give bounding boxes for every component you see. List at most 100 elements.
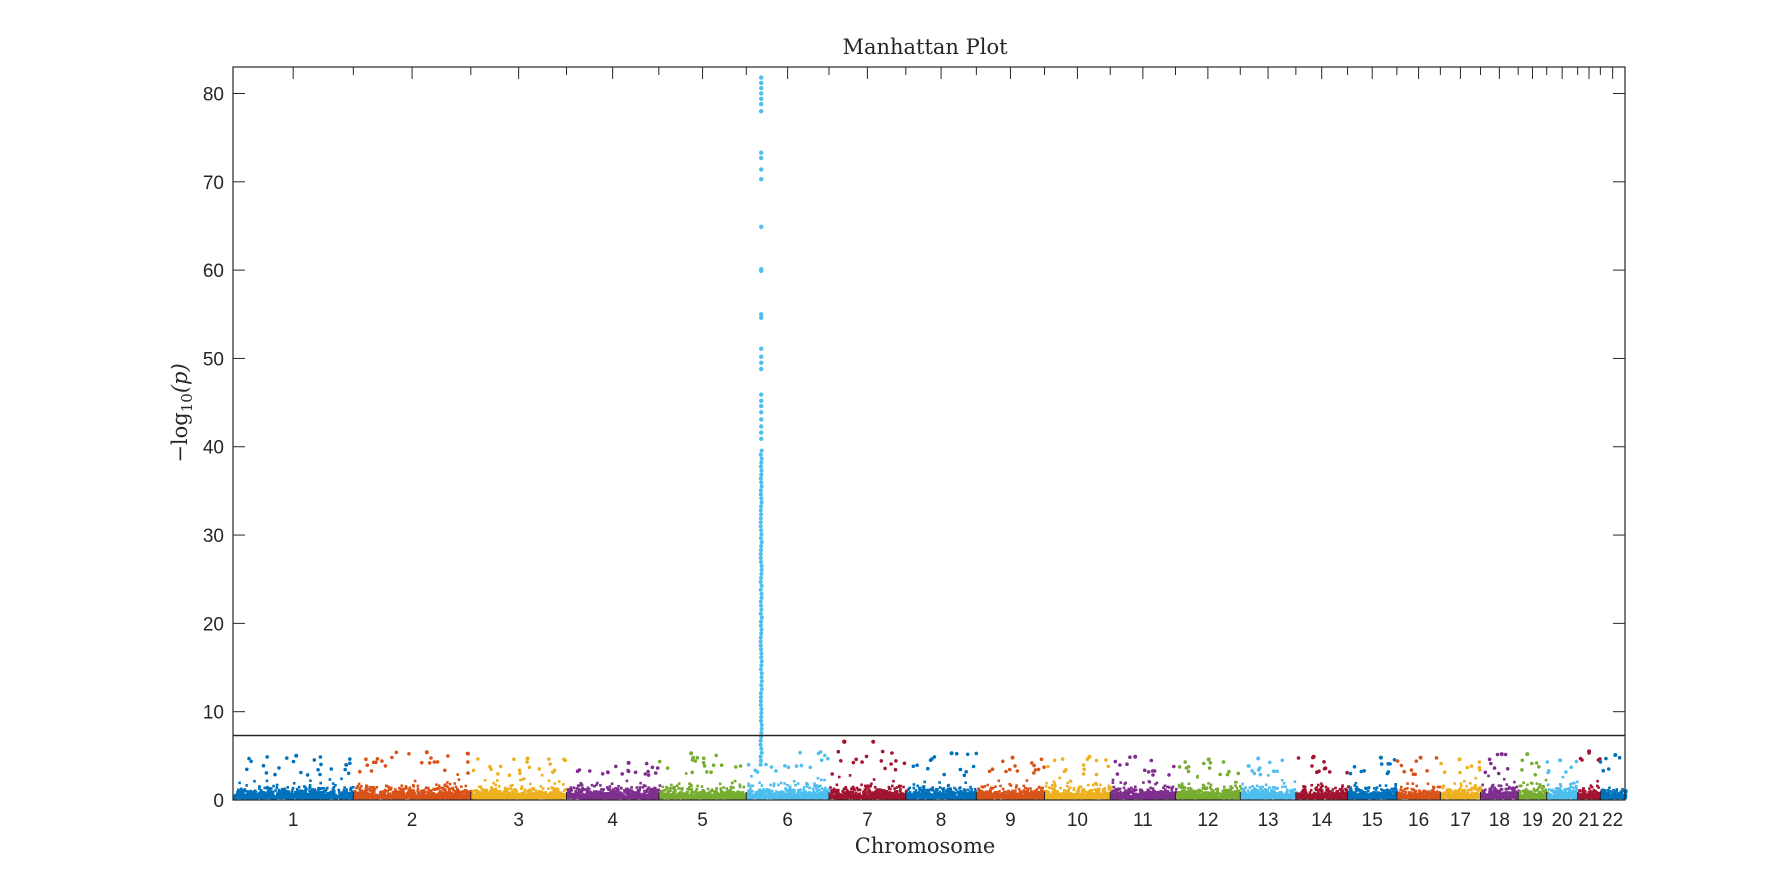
peak-point — [689, 751, 694, 756]
snp-point — [613, 792, 617, 796]
snp-point — [856, 788, 860, 792]
snp-point — [872, 778, 876, 781]
snp-point — [484, 792, 487, 795]
snp-point — [420, 760, 424, 765]
snp-point — [901, 796, 905, 799]
top-hit-point — [758, 635, 763, 640]
snp-point — [418, 795, 422, 798]
snp-point — [528, 791, 531, 794]
snp-point — [331, 796, 335, 800]
top-hit-point — [759, 417, 764, 422]
snp-point — [633, 796, 637, 799]
snp-point — [276, 792, 279, 795]
snp-point — [647, 793, 650, 797]
chromosome-7-points — [829, 739, 909, 800]
snp-point — [650, 789, 654, 793]
top-hit-point — [759, 607, 764, 612]
snp-point — [313, 796, 316, 800]
top-hit-point — [759, 532, 764, 537]
snp-point — [515, 790, 519, 793]
snp-point — [270, 787, 273, 790]
snp-point — [612, 788, 615, 791]
snp-point — [466, 771, 470, 775]
chromosome-2-points — [353, 750, 474, 800]
snp-point — [332, 791, 336, 794]
snp-point — [569, 790, 572, 794]
snp-point — [728, 795, 732, 798]
snp-point — [413, 779, 417, 783]
snp-point — [338, 792, 342, 796]
snp-point — [736, 794, 740, 797]
snp-point — [294, 792, 298, 796]
snp-point — [509, 796, 512, 800]
snp-point — [826, 756, 830, 761]
snp-point — [880, 749, 885, 754]
snp-point — [322, 789, 326, 793]
snp-point — [588, 795, 592, 799]
snp-point — [275, 786, 279, 789]
top-hit-point — [758, 695, 764, 700]
snp-point — [836, 749, 841, 754]
top-hit-point — [758, 699, 764, 704]
snp-point — [520, 787, 523, 790]
snp-point — [534, 796, 538, 800]
snp-point — [634, 794, 638, 798]
snp-point — [437, 784, 441, 788]
snp-point — [801, 794, 805, 798]
snp-point — [890, 792, 894, 795]
snp-point — [310, 791, 314, 794]
snp-point — [466, 793, 470, 796]
snp-point — [322, 796, 325, 800]
snp-point — [426, 792, 430, 795]
snp-point — [352, 791, 356, 795]
snp-point — [490, 786, 493, 789]
snp-point — [283, 792, 287, 795]
snp-point — [560, 793, 564, 796]
snp-point — [383, 792, 387, 796]
snp-point — [657, 788, 660, 792]
snp-point — [305, 773, 310, 777]
snp-point — [796, 796, 799, 800]
snp-point — [898, 789, 902, 793]
snp-point — [743, 796, 746, 799]
snp-point — [577, 788, 581, 791]
snp-point — [643, 795, 646, 798]
snp-point — [700, 785, 704, 788]
snp-point — [694, 795, 698, 799]
peak-point — [294, 753, 299, 758]
snp-point — [624, 789, 627, 793]
snp-point — [635, 786, 639, 789]
snp-point — [753, 796, 757, 799]
snp-point — [446, 785, 449, 789]
snp-point — [471, 768, 476, 773]
snp-point — [316, 790, 319, 794]
snp-point — [668, 789, 672, 792]
snp-point — [248, 796, 252, 799]
top-hit-point — [758, 639, 763, 644]
snp-point — [769, 790, 772, 794]
snp-point — [337, 788, 341, 792]
snp-point — [567, 794, 570, 798]
snp-point — [862, 792, 865, 796]
snp-point — [277, 788, 281, 792]
snp-point — [554, 787, 558, 791]
snp-point — [279, 790, 283, 793]
snp-point — [284, 789, 288, 793]
snp-point — [289, 796, 293, 799]
snp-point — [368, 795, 372, 798]
snp-point — [762, 789, 766, 793]
snp-point — [749, 787, 752, 790]
snp-point — [442, 788, 445, 792]
snp-point — [895, 786, 899, 789]
snp-point — [278, 791, 281, 795]
snp-point — [381, 796, 384, 799]
snp-point — [885, 794, 888, 797]
snp-point — [304, 786, 307, 789]
snp-point — [854, 757, 858, 762]
snp-point — [751, 796, 755, 800]
top-hit-point — [759, 746, 764, 751]
snp-point — [253, 796, 257, 799]
snp-point — [324, 793, 328, 797]
snp-point — [308, 794, 312, 798]
snp-point — [780, 796, 784, 800]
